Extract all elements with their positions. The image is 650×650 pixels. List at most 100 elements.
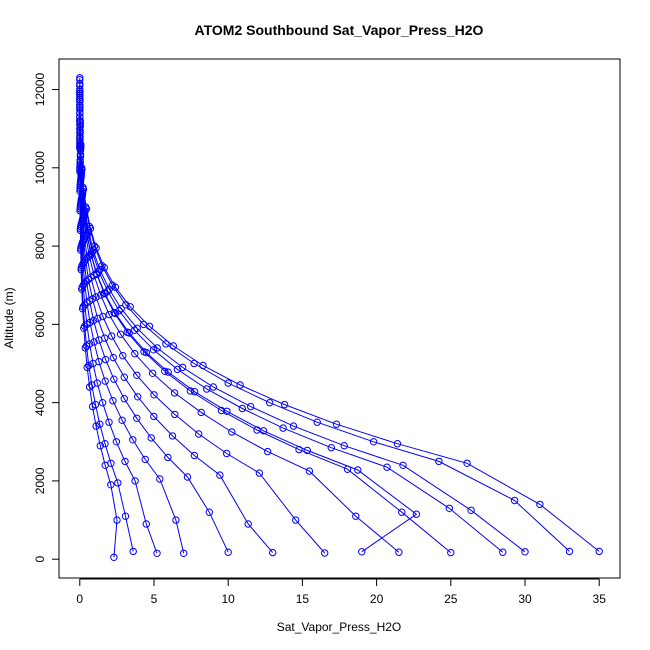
data-point [100, 263, 109, 272]
data-point [105, 418, 113, 426]
data-point [85, 361, 93, 370]
data-point [199, 361, 207, 370]
data-point [87, 251, 95, 259]
data-point [99, 312, 107, 321]
data-point [147, 434, 155, 442]
y-tick-label: 12000 [33, 73, 47, 107]
x-tick-label: 20 [370, 592, 384, 606]
data-point [224, 548, 232, 556]
data-point [76, 226, 85, 235]
data-point [321, 549, 329, 557]
series [76, 74, 574, 556]
data-point [142, 520, 151, 528]
data-point [90, 338, 98, 346]
y-tick-label: 4000 [33, 389, 47, 416]
data-point [279, 424, 287, 432]
data-point [195, 430, 203, 438]
x-tick-label: 25 [444, 592, 458, 606]
data-point [259, 427, 268, 435]
data-point [80, 211, 89, 220]
data-point [114, 479, 122, 487]
x-tick-label: 35 [593, 592, 607, 606]
data-point [96, 442, 105, 450]
data-point [153, 344, 161, 352]
data-point [110, 375, 118, 383]
data-point [111, 309, 120, 318]
data-point [510, 496, 519, 505]
data-point [88, 381, 96, 389]
data-point [169, 342, 178, 350]
series [76, 101, 232, 556]
series [76, 93, 329, 557]
data-point [197, 408, 205, 417]
data-point [78, 285, 86, 293]
series-line [79, 93, 400, 553]
x-tick-label: 0 [76, 592, 83, 606]
data-point [223, 407, 231, 415]
data-point [238, 404, 247, 413]
data-point [96, 420, 104, 428]
data-point [141, 455, 149, 464]
data-point [117, 305, 125, 313]
series-line [79, 79, 600, 552]
data-point [101, 440, 109, 448]
data-point [153, 549, 161, 557]
data-point [150, 412, 158, 421]
series-line [79, 97, 326, 554]
data-point [126, 303, 134, 311]
data-point [120, 373, 129, 381]
data-point [209, 383, 218, 391]
data-point [108, 332, 116, 340]
series-line [79, 120, 118, 558]
y-tick-label: 6000 [33, 311, 47, 338]
data-point [168, 432, 177, 440]
series [76, 113, 137, 556]
data-point [352, 512, 360, 520]
data-point [255, 469, 264, 477]
data-point [113, 516, 121, 524]
data-point [173, 365, 182, 374]
series-line [79, 83, 526, 553]
data-point [305, 467, 314, 475]
data-point [565, 547, 574, 556]
data-point [134, 393, 142, 401]
data-point [327, 444, 335, 452]
data-point [463, 459, 471, 467]
x-tick-label: 5 [151, 592, 158, 606]
data-point [129, 547, 137, 556]
data-point [110, 308, 118, 317]
data-point [97, 291, 105, 299]
data-point [170, 389, 179, 397]
data-point [162, 340, 170, 348]
data-point [83, 231, 91, 239]
series-line [79, 105, 229, 553]
data-point [78, 192, 87, 200]
data-point [78, 305, 87, 313]
data-point [172, 516, 180, 524]
data-point [156, 475, 164, 483]
data-point [383, 463, 391, 471]
data-point [393, 440, 402, 448]
data-point [109, 397, 117, 405]
series-line [79, 85, 504, 553]
series [76, 87, 421, 556]
series [76, 81, 507, 556]
data-point [435, 457, 443, 466]
x-tick-label: 15 [296, 592, 310, 606]
data-point [76, 103, 84, 111]
y-axis: 0 2000 4000 6000 8000 10000 12000 [33, 73, 60, 563]
series [76, 89, 403, 556]
data-point [120, 395, 129, 403]
data-point [447, 548, 455, 557]
data-point [224, 379, 232, 387]
data-point [81, 207, 89, 215]
data-point [85, 383, 94, 391]
x-axis: 0 5 10 15 20 25 30 35 [76, 578, 607, 606]
data-point [269, 548, 277, 557]
data-point [203, 385, 211, 393]
data-point [131, 477, 139, 485]
data-point [217, 406, 226, 415]
y-tick-label: 2000 [33, 467, 47, 494]
data-point [101, 290, 109, 298]
